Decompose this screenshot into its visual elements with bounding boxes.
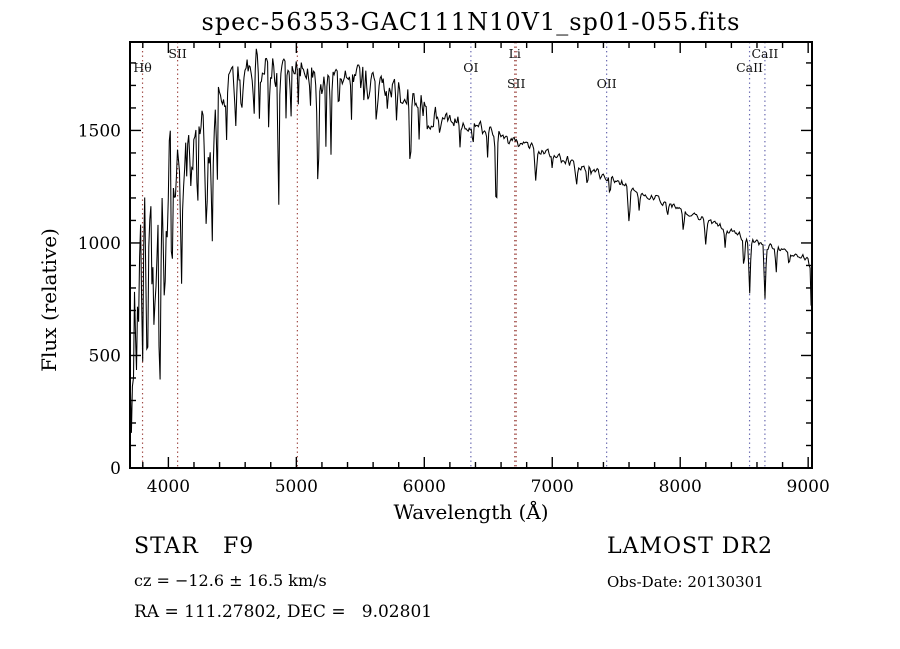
marker-label: Li [509, 46, 521, 61]
x-tick-label: 6000 [403, 477, 446, 497]
marker-label: CaII [751, 46, 778, 61]
x-tick-label: 7000 [531, 477, 574, 497]
marker-label: OII [597, 76, 617, 91]
marker-label: SII [507, 76, 526, 91]
y-tick-label: 1500 [78, 121, 121, 141]
y-tick-label: 1000 [78, 234, 121, 254]
radial-velocity-text: cz = −12.6 ± 16.5 km/s [134, 571, 327, 590]
x-tick-label: 9000 [787, 477, 830, 497]
x-tick-label: 5000 [275, 477, 318, 497]
coordinates-text: RA = 111.27802, DEC = 9.02801 [134, 602, 433, 622]
marker-label: SII [168, 46, 187, 61]
marker-label: OI [463, 60, 478, 75]
y-tick-label: 0 [110, 459, 121, 479]
marker-label: CaII [736, 60, 763, 75]
object-class-text: STAR F9 [134, 534, 255, 559]
marker-label: Hθ [133, 60, 151, 75]
x-tick-label: 8000 [659, 477, 702, 497]
plot-frame [129, 41, 813, 469]
x-tick-label: 4000 [147, 477, 190, 497]
survey-release-text: LAMOST DR2 [607, 534, 773, 559]
obs-date-text: Obs-Date: 20130301 [607, 573, 764, 591]
plot-title: spec-56353-GAC111N10V1_sp01-055.fits [201, 8, 741, 36]
y-tick-label: 500 [89, 346, 121, 366]
spectrum-line [130, 48, 812, 433]
x-axis-label: Wavelength (Å) [393, 500, 549, 524]
